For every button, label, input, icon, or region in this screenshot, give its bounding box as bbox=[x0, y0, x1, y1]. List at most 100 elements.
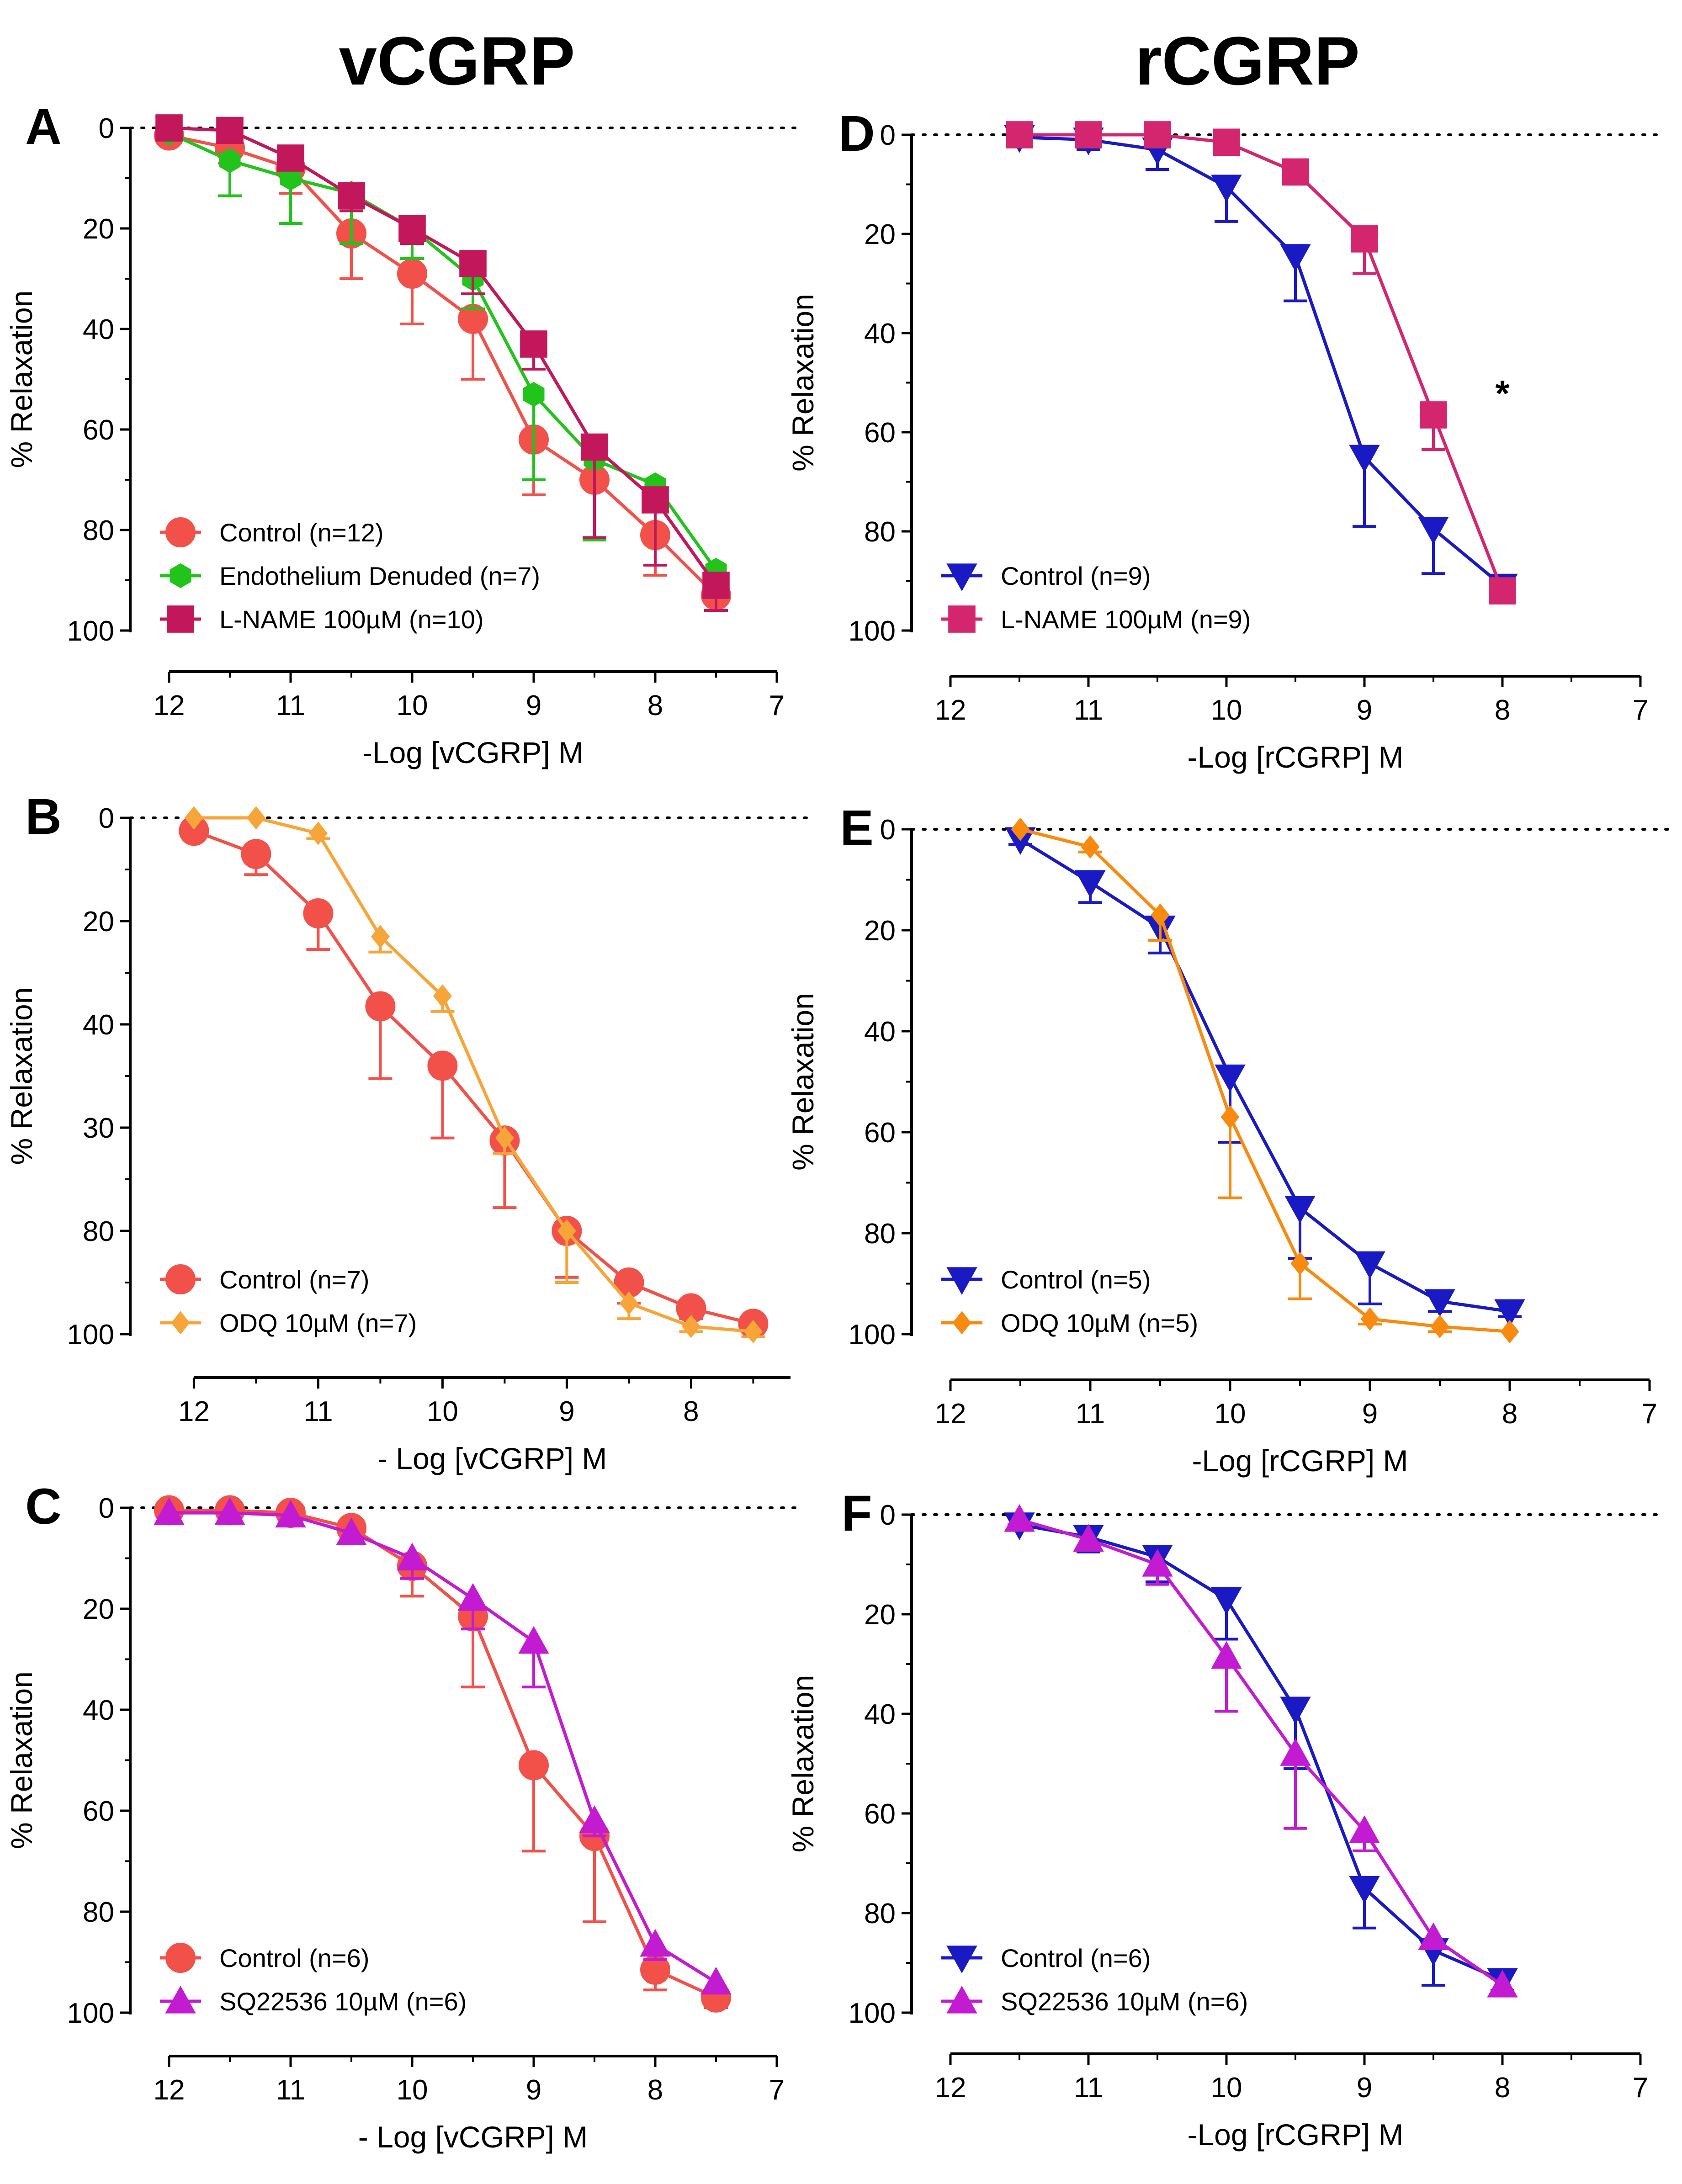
y-tick-label: 60 bbox=[864, 1798, 896, 1830]
series-line bbox=[169, 1511, 717, 1984]
x-tick-label: 10 bbox=[427, 1396, 458, 1427]
data-point bbox=[1081, 835, 1100, 859]
y-axis-label: % Relaxation bbox=[786, 294, 820, 472]
data-point bbox=[1075, 870, 1106, 898]
data-point bbox=[1215, 1064, 1246, 1092]
data-point bbox=[1418, 516, 1449, 545]
y-tick-label: 20 bbox=[83, 906, 114, 938]
data-point bbox=[397, 1543, 428, 1571]
series-1 bbox=[1005, 827, 1525, 1327]
y-tick-label: 40 bbox=[864, 318, 896, 350]
y-tick-label: 100 bbox=[67, 1998, 114, 2029]
legend-label: L-NAME 100µM (n=10) bbox=[219, 605, 483, 634]
legend: Control (n=6) SQ22536 10µM (n=6) bbox=[941, 1944, 1248, 2016]
x-tick-label: 12 bbox=[935, 1398, 966, 1430]
legend-swatch-marker bbox=[171, 1311, 190, 1335]
x-tick-label: 8 bbox=[647, 2074, 663, 2106]
data-point bbox=[1500, 1320, 1519, 1344]
data-point bbox=[427, 1050, 458, 1081]
x-tick-label: 7 bbox=[1642, 1398, 1657, 1430]
y-tick-label: 20 bbox=[83, 213, 114, 245]
legend-label: ODQ 10µM (n=5) bbox=[1001, 1309, 1198, 1337]
data-point bbox=[1284, 1196, 1316, 1224]
legend-swatch-marker bbox=[165, 1264, 196, 1294]
data-point bbox=[1211, 175, 1242, 202]
data-point bbox=[619, 1291, 638, 1315]
y-tick-label: 80 bbox=[864, 1898, 896, 1930]
series-line bbox=[193, 829, 754, 1325]
legend: Control (n=7) ODQ 10µM (n=7) bbox=[160, 1264, 417, 1337]
series-2 bbox=[1011, 817, 1519, 1344]
x-tick-label: 11 bbox=[276, 2074, 305, 2106]
legend-swatch-marker bbox=[170, 563, 191, 588]
y-tick-label: 60 bbox=[83, 414, 114, 446]
data-point bbox=[1144, 121, 1171, 148]
series-3 bbox=[155, 114, 730, 612]
legend-swatch-marker bbox=[167, 605, 194, 633]
x-tick-label: 11 bbox=[276, 690, 305, 721]
legend-label: Control (n=9) bbox=[1001, 562, 1151, 590]
legend: Control (n=6) SQ22536 10µM (n=6) bbox=[160, 1943, 467, 2016]
series-2 bbox=[1006, 121, 1516, 605]
column-title-rcgrp: rCGRP bbox=[1135, 22, 1360, 99]
data-point bbox=[365, 991, 396, 1022]
legend: Control (n=12) Endothelium Denuded (n=7) L… bbox=[160, 517, 540, 634]
legend-swatch-marker bbox=[165, 1985, 196, 2014]
data-point bbox=[1282, 158, 1309, 186]
data-point bbox=[640, 1929, 671, 1957]
y-tick-label: 20 bbox=[864, 915, 896, 947]
x-tick-label: 10 bbox=[1211, 2072, 1242, 2104]
y-tick-label: 100 bbox=[849, 615, 896, 647]
data-point bbox=[216, 117, 244, 144]
data-point bbox=[338, 182, 365, 210]
data-point bbox=[155, 114, 183, 142]
data-point bbox=[681, 1315, 700, 1338]
x-tick-label: 12 bbox=[154, 690, 185, 721]
x-tick-label: 7 bbox=[1633, 2072, 1648, 2104]
data-point bbox=[1354, 1251, 1385, 1279]
series-line bbox=[169, 134, 717, 597]
data-point bbox=[214, 1497, 245, 1525]
x-tick-label: 9 bbox=[526, 690, 541, 721]
data-point bbox=[1011, 817, 1030, 841]
y-tick-label: 0 bbox=[880, 1500, 896, 1531]
x-axis-label: -Log [rCGRP] M bbox=[1187, 740, 1403, 774]
data-point bbox=[581, 433, 608, 461]
legend-swatch-marker bbox=[165, 1943, 196, 1973]
x-tick-label: 7 bbox=[1633, 694, 1648, 726]
data-point bbox=[1349, 1876, 1380, 1904]
data-point bbox=[308, 822, 328, 845]
data-point bbox=[1280, 1696, 1311, 1725]
legend-label: Control (n=6) bbox=[1001, 1944, 1151, 1972]
data-point bbox=[557, 1219, 576, 1243]
panel-f: F 0 20 40 60 80 100 % Relaxation 12 11 10 9 8 7 -Log [… bbox=[786, 1485, 1660, 2152]
x-tick-label: 9 bbox=[1357, 2072, 1372, 2104]
legend: Control (n=9) L-NAME 100µM (n=9) bbox=[941, 562, 1251, 634]
series-line bbox=[169, 126, 717, 587]
y-tick-label: 40 bbox=[864, 1016, 896, 1048]
y-tick-label: 30 bbox=[83, 1113, 114, 1144]
y-axis-label: % Relaxation bbox=[5, 291, 38, 468]
y-tick-label: 80 bbox=[83, 1897, 114, 1928]
legend-label: SQ22536 10µM (n=6) bbox=[219, 1987, 467, 2016]
data-point bbox=[579, 1805, 610, 1833]
panel-e: E 0 20 40 60 80 100 % Relaxation 12 11 10 9 8 7 -Log [… bbox=[786, 800, 1669, 1478]
data-point bbox=[154, 1497, 185, 1525]
data-point bbox=[1349, 445, 1380, 473]
series-line bbox=[194, 816, 753, 1333]
y-axis-label: % Relaxation bbox=[5, 987, 38, 1165]
data-point bbox=[495, 1126, 514, 1150]
legend-label: L-NAME 100µM (n=9) bbox=[1001, 605, 1251, 634]
series-line bbox=[169, 1509, 717, 1999]
legend-label: ODQ 10µM (n=7) bbox=[219, 1309, 417, 1337]
x-tick-label: 9 bbox=[526, 2074, 541, 2106]
legend-swatch-marker bbox=[946, 563, 977, 592]
data-point bbox=[459, 250, 487, 277]
data-point bbox=[280, 165, 302, 191]
data-point bbox=[518, 1626, 549, 1654]
y-tick-label: 60 bbox=[864, 417, 896, 449]
data-point bbox=[184, 806, 203, 830]
data-point bbox=[1211, 1587, 1242, 1615]
data-point bbox=[1075, 121, 1102, 148]
